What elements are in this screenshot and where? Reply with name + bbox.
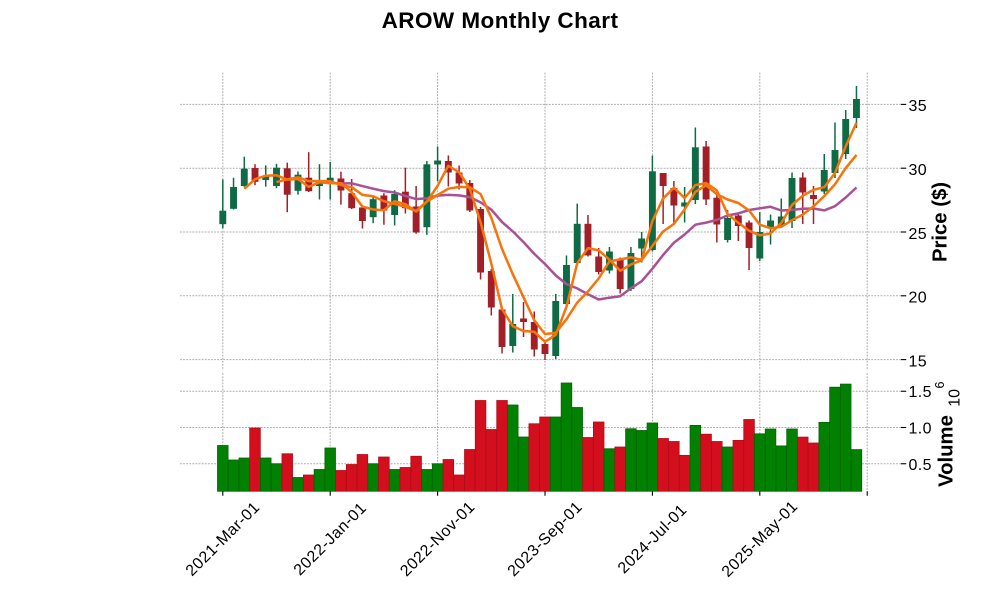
svg-text:AROW Monthly Chart: AROW Monthly Chart	[382, 8, 619, 33]
svg-text:1.0: 1.0	[909, 421, 932, 438]
svg-text:Price ($): Price ($)	[930, 182, 952, 262]
svg-text:30: 30	[909, 162, 928, 179]
svg-text:Volume: Volume	[936, 415, 958, 487]
svg-text:20: 20	[909, 290, 928, 307]
svg-text:35: 35	[909, 98, 928, 115]
svg-text:15: 15	[909, 353, 928, 370]
svg-text:1.5: 1.5	[909, 384, 932, 401]
svg-text:0.5: 0.5	[909, 457, 932, 474]
svg-text:25: 25	[909, 226, 928, 243]
